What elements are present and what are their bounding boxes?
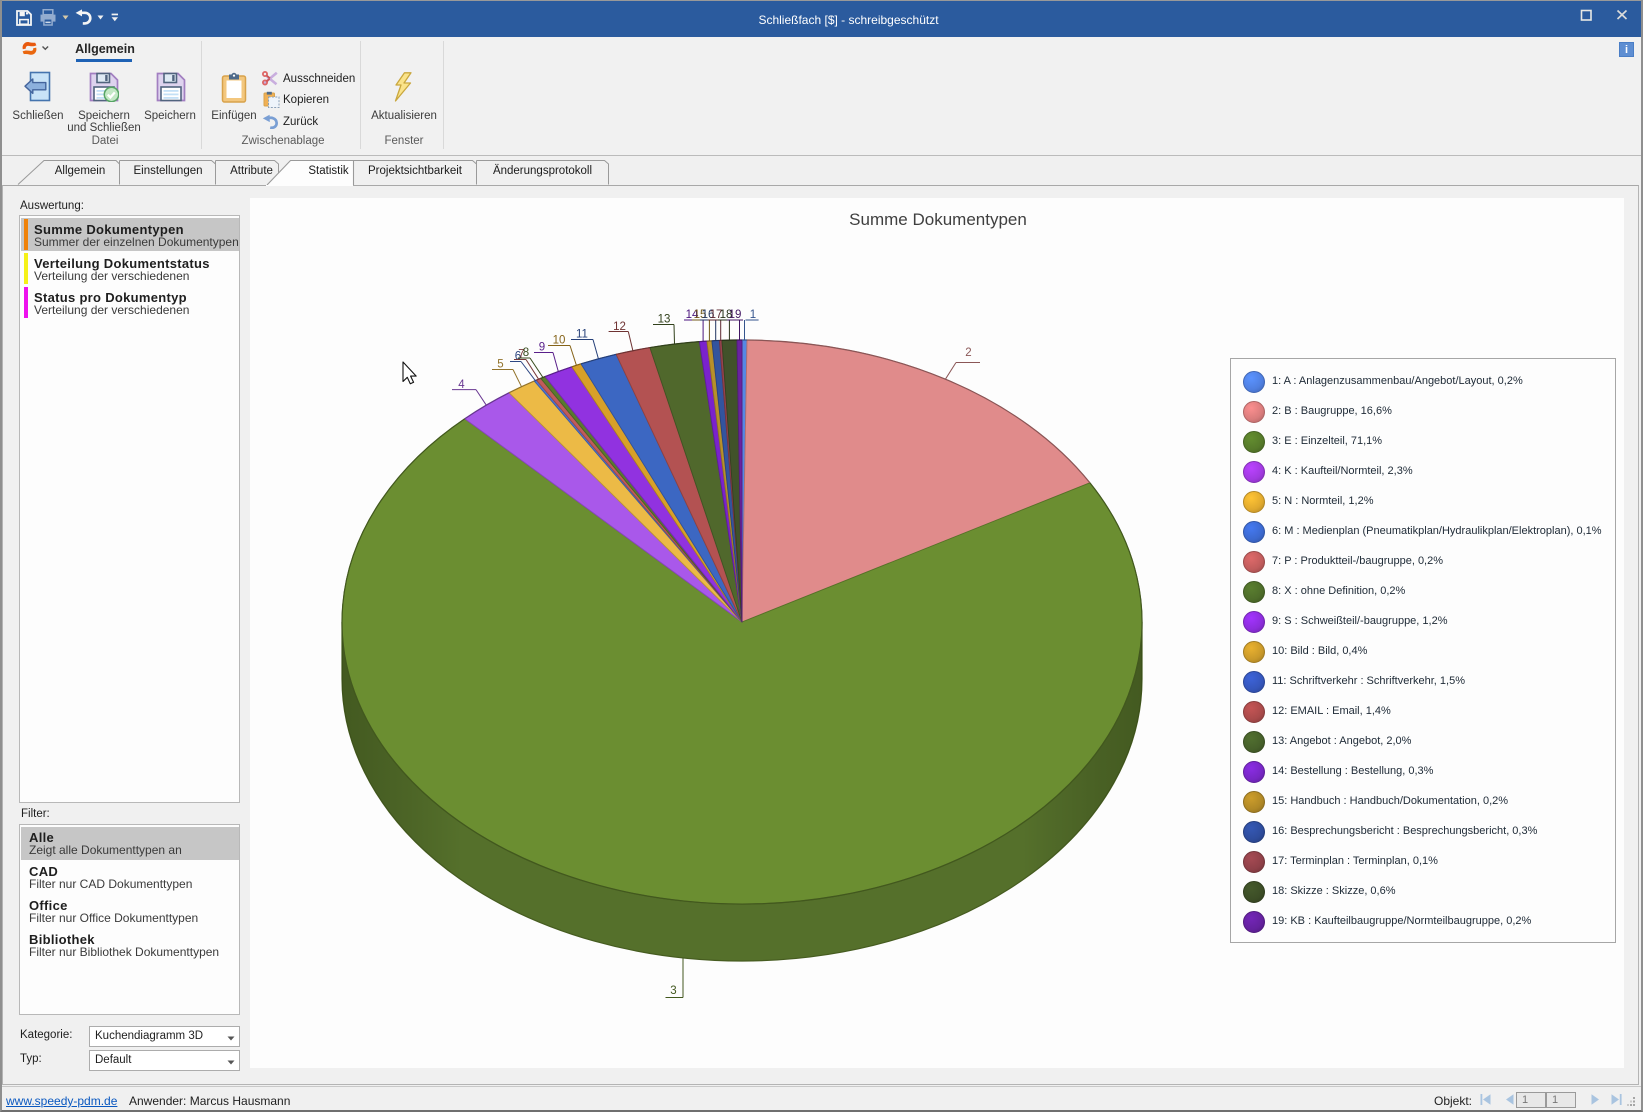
svg-text:8: 8 <box>523 347 529 359</box>
svg-text:5: 5 <box>497 359 503 371</box>
svg-text:3: 3 <box>670 985 676 997</box>
svg-text:18: 18 <box>720 309 733 321</box>
svg-text:9: 9 <box>539 342 545 354</box>
svg-text:17: 17 <box>710 309 723 321</box>
svg-text:14: 14 <box>686 309 699 321</box>
svg-text:12: 12 <box>613 321 626 333</box>
svg-text:11: 11 <box>576 329 588 341</box>
svg-text:7: 7 <box>518 349 524 361</box>
svg-text:13: 13 <box>658 314 671 326</box>
svg-text:19: 19 <box>729 309 742 321</box>
svg-text:10: 10 <box>553 335 566 347</box>
svg-text:4: 4 <box>458 379 465 391</box>
svg-text:1: 1 <box>750 309 756 321</box>
svg-text:16: 16 <box>702 309 715 321</box>
svg-text:6: 6 <box>515 351 521 363</box>
svg-text:15: 15 <box>694 309 707 321</box>
svg-text:2: 2 <box>965 347 971 359</box>
